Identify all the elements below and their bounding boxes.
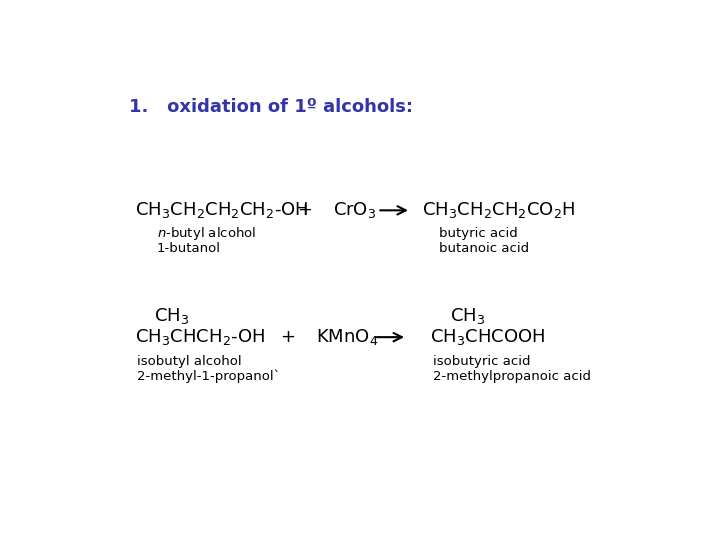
Text: 1.   oxidation of 1º alcohols:: 1. oxidation of 1º alcohols: — [129, 98, 413, 116]
Text: 2-methyl-1-propanol`: 2-methyl-1-propanol` — [138, 370, 281, 383]
Text: CH$_3$CH$_2$CH$_2$CH$_2$-OH: CH$_3$CH$_2$CH$_2$CH$_2$-OH — [135, 200, 308, 220]
Text: +: + — [297, 201, 312, 219]
Text: 2-methylpropanoic acid: 2-methylpropanoic acid — [433, 370, 591, 383]
Text: isobutyl alcohol: isobutyl alcohol — [138, 355, 242, 368]
Text: CH$_3$CHCOOH: CH$_3$CHCOOH — [431, 327, 546, 347]
Text: butyric acid: butyric acid — [438, 227, 518, 240]
Text: CH$_3$CH$_2$CH$_2$CO$_2$H: CH$_3$CH$_2$CH$_2$CO$_2$H — [422, 200, 575, 220]
Text: CH$_3$CHCH$_2$-OH: CH$_3$CHCH$_2$-OH — [135, 327, 265, 347]
Text: isobutyric acid: isobutyric acid — [433, 355, 531, 368]
Text: +: + — [281, 328, 296, 346]
Text: butanoic acid: butanoic acid — [438, 242, 529, 255]
Text: CH$_3$: CH$_3$ — [154, 306, 189, 326]
Text: CH$_3$: CH$_3$ — [450, 306, 485, 326]
Text: $n$-butyl alcohol: $n$-butyl alcohol — [157, 225, 256, 242]
Text: 1-butanol: 1-butanol — [157, 242, 221, 255]
Text: CrO$_3$: CrO$_3$ — [333, 200, 376, 220]
Text: KMnO$_4$: KMnO$_4$ — [316, 327, 378, 347]
